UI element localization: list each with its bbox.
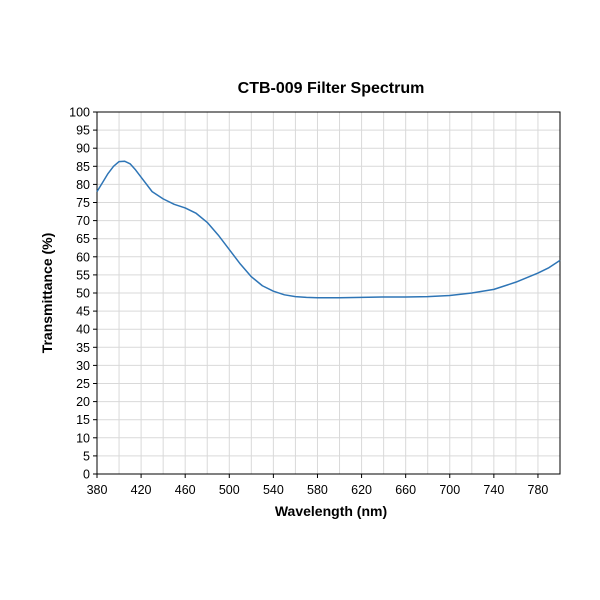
x-tick-label: 620 xyxy=(351,483,372,497)
y-tick-label: 40 xyxy=(76,323,90,337)
y-axis-label: Transmittance (%) xyxy=(39,233,55,354)
y-tick-label: 50 xyxy=(76,287,90,301)
y-tick-label: 55 xyxy=(76,268,90,282)
x-tick-label: 660 xyxy=(395,483,416,497)
y-tick-label: 15 xyxy=(76,413,90,427)
y-tick-label: 70 xyxy=(76,214,90,228)
y-tick-label: 5 xyxy=(83,449,90,463)
x-tick-label: 460 xyxy=(175,483,196,497)
y-tick-label: 85 xyxy=(76,160,90,174)
x-tick-label: 740 xyxy=(483,483,504,497)
y-tick-label: 25 xyxy=(76,377,90,391)
x-tick-label: 780 xyxy=(528,483,549,497)
y-tick-label: 100 xyxy=(69,106,90,120)
x-tick-label: 540 xyxy=(263,483,284,497)
y-tick-label: 95 xyxy=(76,124,90,138)
y-tick-label: 80 xyxy=(76,178,90,192)
x-tick-label: 580 xyxy=(307,483,328,497)
y-tick-label: 10 xyxy=(76,431,90,445)
y-tick-label: 45 xyxy=(76,305,90,319)
x-tick-label: 420 xyxy=(131,483,152,497)
transmittance-series-line xyxy=(96,160,561,299)
x-axis-ticks: 380 420 460 500 540 580 620 660 700 740 780 xyxy=(87,474,549,497)
y-tick-label: 75 xyxy=(76,196,90,210)
y-tick-label: 30 xyxy=(76,359,90,373)
y-tick-label: 90 xyxy=(76,142,90,156)
horizontal-gridlines xyxy=(97,129,560,457)
x-tick-label: 700 xyxy=(439,483,460,497)
y-tick-label: 0 xyxy=(83,468,90,482)
y-tick-label: 35 xyxy=(76,341,90,355)
y-tick-label: 60 xyxy=(76,250,90,264)
chart-title: CTB-009 Filter Spectrum xyxy=(238,80,425,97)
y-axis-ticks: 0 5 10 15 20 25 30 35 40 45 50 55 60 65 70 75 80 85 90 95 10… xyxy=(69,106,97,482)
y-tick-label: 20 xyxy=(76,395,90,409)
x-axis-label: Wavelength (nm) xyxy=(275,503,387,519)
x-tick-label: 500 xyxy=(219,483,240,497)
y-tick-label: 65 xyxy=(76,232,90,246)
x-tick-label: 380 xyxy=(87,483,108,497)
